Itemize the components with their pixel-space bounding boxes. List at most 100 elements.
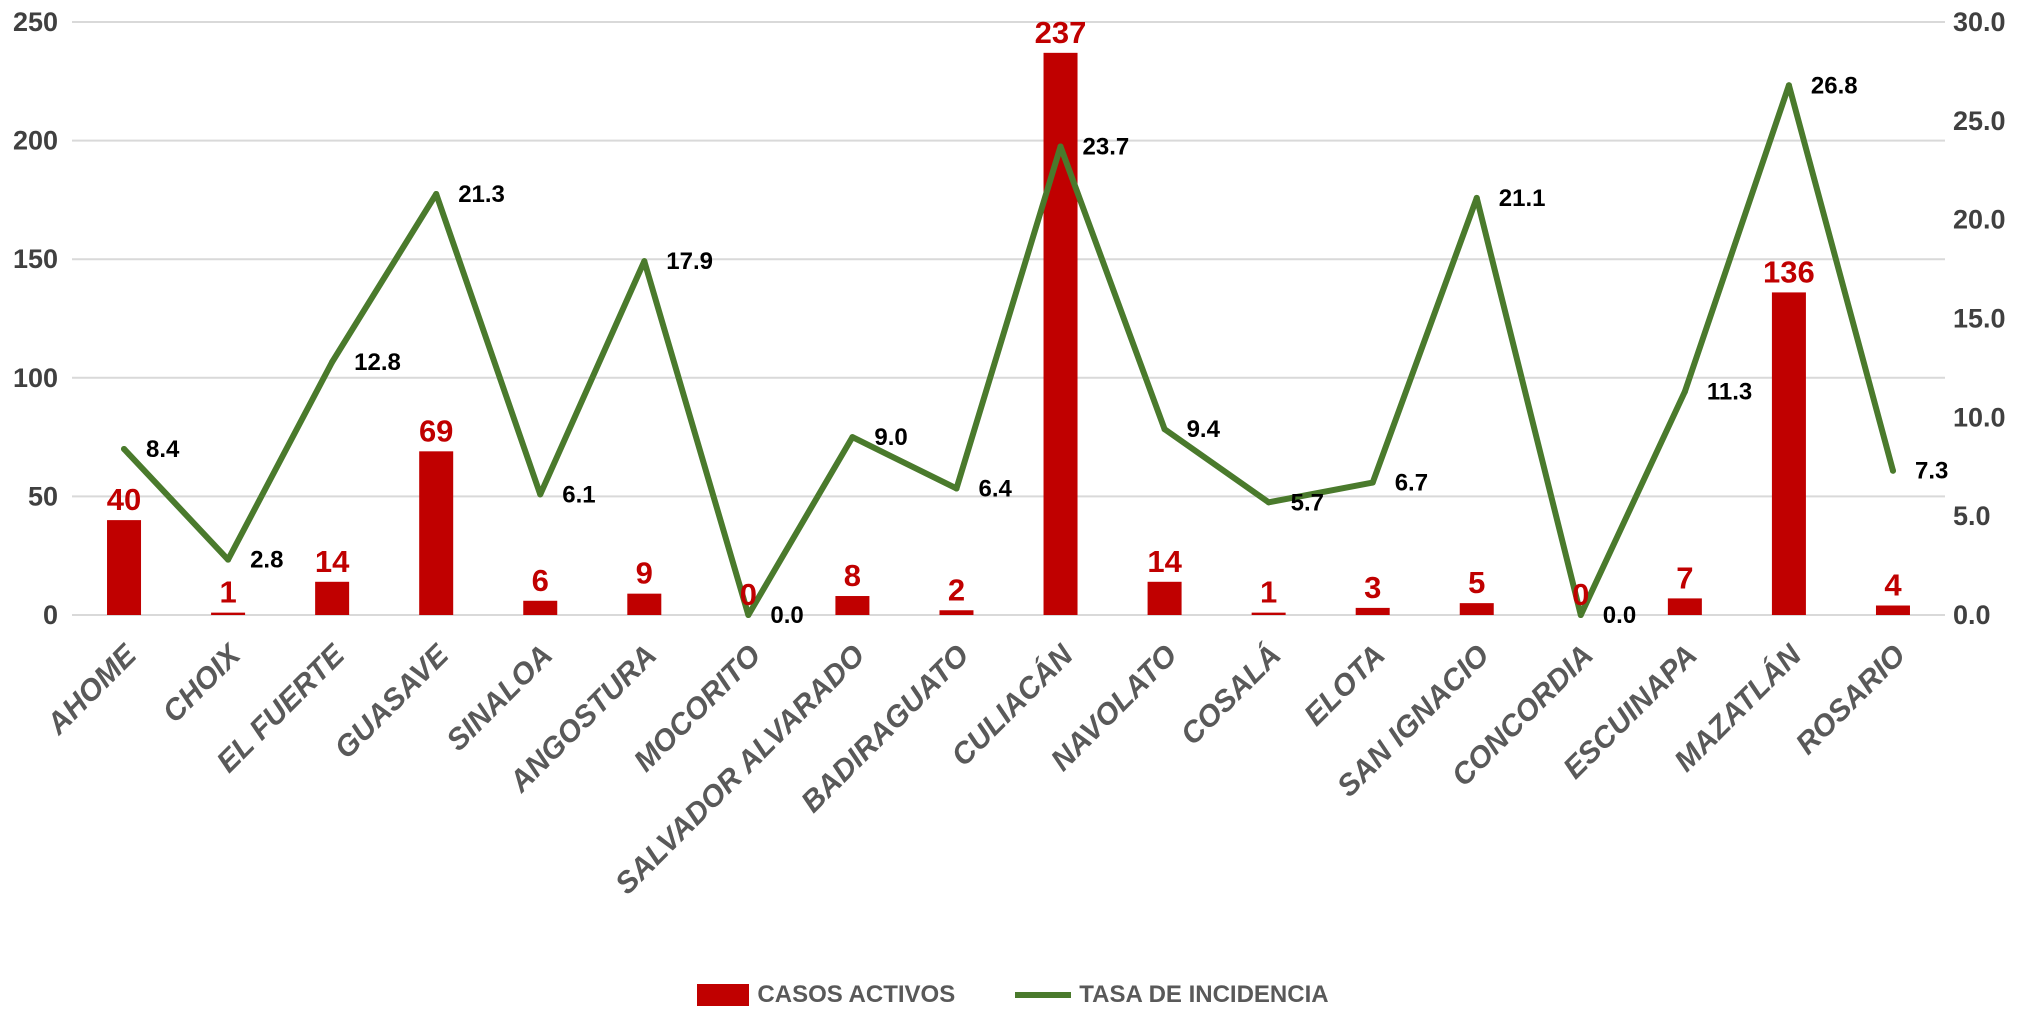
line-data-labels: 8.4 2.8 12.8 21.3 6.1 17.9 0.0 9.0 6.4 23.7 9.4 5.7… <box>146 72 1948 629</box>
category-label: CHOIX <box>157 637 249 729</box>
line-value-label: 9.0 <box>874 424 907 451</box>
legend-label-tasa-de-incidencia: TASA DE INCIDENCIA <box>1079 981 1329 1008</box>
line-point <box>537 491 544 498</box>
line-value-label: 6.7 <box>1395 470 1428 497</box>
line-value-label: 9.4 <box>1187 416 1221 443</box>
line-point <box>1681 388 1688 395</box>
legend-item-casos-activos: CASOS ACTIVOS <box>697 981 955 1009</box>
right-axis-tick-label: 15.0 <box>1953 304 2006 334</box>
bar <box>1875 605 1910 615</box>
bar-value-label: 9 <box>636 556 653 591</box>
category-label: GUASAVE <box>328 638 455 765</box>
line-value-label: 26.8 <box>1811 72 1858 99</box>
bar <box>627 593 662 615</box>
legend: CASOS ACTIVOS TASA DE INCIDENCIA <box>0 980 2026 1010</box>
line-value-label: 21.3 <box>458 181 505 208</box>
bar <box>1771 292 1806 615</box>
line-point <box>121 445 128 452</box>
right-axis-tick-label: 30.0 <box>1953 7 2006 37</box>
line-value-label: 6.4 <box>978 475 1012 502</box>
bar-value-label: 7 <box>1676 560 1693 595</box>
line-point <box>1057 143 1064 150</box>
line-value-label: 8.4 <box>146 436 180 463</box>
line-point <box>745 612 752 618</box>
bar-value-label: 1 <box>219 575 236 610</box>
left-axis-tick-label: 150 <box>13 244 58 274</box>
bar-value-label: 1 <box>1260 575 1277 610</box>
bar-value-label: 136 <box>1763 254 1815 289</box>
line-point <box>1265 499 1272 506</box>
line-value-label: 0.0 <box>1603 602 1636 629</box>
line-point <box>225 556 232 563</box>
legend-item-tasa-de-incidencia: TASA DE INCIDENCIA <box>1015 981 1329 1009</box>
legend-bar-swatch <box>697 984 750 1006</box>
bar-series-casos-activos <box>107 52 1910 615</box>
bar-value-label: 0 <box>1572 577 1589 612</box>
line-point <box>433 190 440 197</box>
bar <box>523 600 558 615</box>
line-value-label: 12.8 <box>354 349 401 376</box>
line-value-label: 11.3 <box>1707 379 1752 406</box>
right-axis-tick-label: 0.0 <box>1953 600 1991 630</box>
bar <box>1355 607 1390 615</box>
left-axis-tick-label: 250 <box>13 7 58 37</box>
left-axis-tick-label: 50 <box>28 481 58 511</box>
line-point <box>1889 467 1896 474</box>
category-label: AHOME <box>40 638 144 742</box>
right-axis-ticks: 0.0 5.0 10.0 15.0 20.0 25.0 30.0 <box>1953 7 2006 630</box>
line-value-label: 5.7 <box>1291 489 1324 516</box>
bar <box>1251 612 1286 615</box>
line-point <box>953 485 960 492</box>
bar-value-label: 40 <box>107 482 141 517</box>
bar <box>211 612 246 615</box>
bar-value-label: 237 <box>1035 15 1087 50</box>
right-axis-tick-label: 10.0 <box>1953 402 2006 432</box>
right-axis-tick-label: 5.0 <box>1953 501 1991 531</box>
line-series-tasa-de-incidencia <box>121 82 1896 618</box>
category-label: ROSARIO <box>1790 639 1912 761</box>
line-point <box>329 358 336 365</box>
bar <box>939 610 974 615</box>
line-point <box>1369 479 1376 486</box>
gridlines <box>72 21 1945 616</box>
left-axis-tick-label: 0 <box>43 600 58 630</box>
bar-value-label: 2 <box>948 572 965 607</box>
bar <box>419 451 454 615</box>
bar <box>315 581 350 615</box>
line-value-label: 17.9 <box>666 248 713 275</box>
bar <box>1147 581 1182 615</box>
bar-value-label: 8 <box>844 558 861 593</box>
line-path <box>121 82 1896 618</box>
line-point <box>849 434 856 441</box>
bar-value-label: 14 <box>315 544 350 579</box>
bar <box>107 520 142 615</box>
line-point <box>641 258 648 265</box>
bar-value-label: 5 <box>1468 565 1485 600</box>
legend-line-swatch <box>1015 992 1072 998</box>
bar-value-label: 4 <box>1884 568 1902 603</box>
bar <box>1667 598 1702 615</box>
category-label: COSALÁ <box>1174 638 1288 752</box>
legend-label-casos-activos: CASOS ACTIVOS <box>757 981 956 1008</box>
category-label: ELOTA <box>1298 639 1392 733</box>
right-axis-tick-label: 20.0 <box>1953 205 2006 235</box>
left-axis-ticks: 0 50 100 150 200 250 <box>13 7 58 630</box>
line-value-label: 0.0 <box>770 602 803 629</box>
line-value-label: 21.1 <box>1499 185 1546 212</box>
line-point <box>1577 612 1584 618</box>
line-point <box>1161 426 1168 433</box>
bar-value-label: 3 <box>1364 570 1381 605</box>
line-value-label: 7.3 <box>1915 458 1948 485</box>
bar-value-label: 6 <box>532 563 549 598</box>
bar-value-label: 69 <box>419 413 453 448</box>
line-point <box>1473 194 1480 201</box>
bar <box>835 596 870 615</box>
left-axis-tick-label: 100 <box>13 363 58 393</box>
bar-value-label: 14 <box>1147 544 1182 579</box>
bar <box>1459 603 1494 615</box>
line-value-label: 2.8 <box>250 547 283 574</box>
left-axis-tick-label: 200 <box>13 126 58 156</box>
